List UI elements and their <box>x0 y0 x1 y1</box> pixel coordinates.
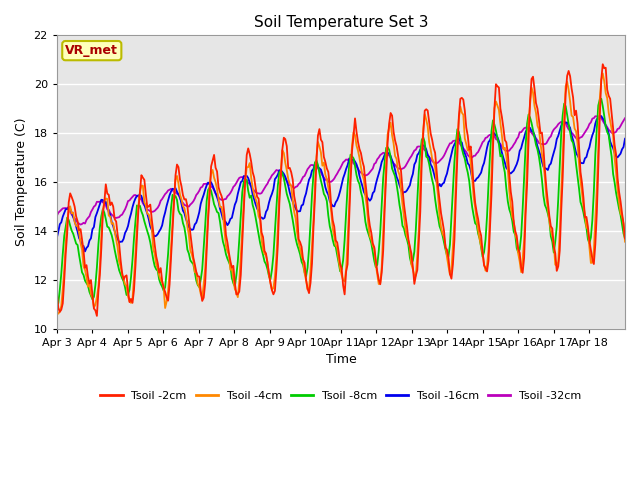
Tsoil -32cm <box>620 118 627 124</box>
Tsoil -32cm <box>92 203 99 208</box>
Tsoil -16cm <box>53 235 61 241</box>
Title: Soil Temperature Set 3: Soil Temperature Set 3 <box>253 15 428 30</box>
Tsoil -4cm <box>621 239 629 245</box>
Tsoil -2cm <box>621 236 629 241</box>
Tsoil -16cm <box>81 249 89 254</box>
Tsoil -2cm <box>599 61 607 67</box>
Tsoil -32cm <box>595 113 602 119</box>
Tsoil -8cm <box>621 236 629 241</box>
Tsoil -8cm <box>72 240 80 246</box>
Line: Tsoil -8cm: Tsoil -8cm <box>57 99 625 306</box>
Tsoil -32cm <box>347 156 355 162</box>
Tsoil -2cm <box>72 214 80 219</box>
Tsoil -4cm <box>620 221 627 227</box>
Tsoil -2cm <box>620 221 627 227</box>
Tsoil -4cm <box>599 71 607 76</box>
X-axis label: Time: Time <box>326 353 356 366</box>
Tsoil -16cm <box>347 156 355 162</box>
Line: Tsoil -2cm: Tsoil -2cm <box>57 64 625 316</box>
Tsoil -16cm <box>620 144 627 150</box>
Tsoil -32cm <box>53 213 61 219</box>
Tsoil -4cm <box>74 224 81 229</box>
Text: VR_met: VR_met <box>65 44 118 57</box>
Tsoil -2cm <box>460 96 467 102</box>
Line: Tsoil -4cm: Tsoil -4cm <box>57 73 625 314</box>
Tsoil -32cm <box>544 138 552 144</box>
Tsoil -16cm <box>596 113 604 119</box>
Tsoil -16cm <box>92 214 99 220</box>
Tsoil -32cm <box>72 217 80 223</box>
Line: Tsoil -32cm: Tsoil -32cm <box>57 116 625 225</box>
Tsoil -2cm <box>90 306 98 312</box>
Tsoil -16cm <box>460 147 467 153</box>
Tsoil -4cm <box>92 302 99 308</box>
Line: Tsoil -16cm: Tsoil -16cm <box>57 116 625 252</box>
Tsoil -2cm <box>544 199 552 204</box>
Legend: Tsoil -2cm, Tsoil -4cm, Tsoil -8cm, Tsoil -16cm, Tsoil -32cm: Tsoil -2cm, Tsoil -4cm, Tsoil -8cm, Tsoi… <box>96 386 586 405</box>
Tsoil -2cm <box>93 313 100 319</box>
Tsoil -2cm <box>53 289 61 295</box>
Tsoil -8cm <box>90 294 98 300</box>
Tsoil -8cm <box>345 164 353 170</box>
Tsoil -8cm <box>543 205 550 211</box>
Tsoil -16cm <box>621 136 629 142</box>
Tsoil -32cm <box>460 145 467 151</box>
Tsoil -4cm <box>544 206 552 212</box>
Tsoil -4cm <box>460 112 467 118</box>
Y-axis label: Soil Temperature (C): Soil Temperature (C) <box>15 118 28 246</box>
Tsoil -4cm <box>53 309 61 315</box>
Tsoil -16cm <box>544 167 552 173</box>
Tsoil -16cm <box>72 224 80 229</box>
Tsoil -32cm <box>621 115 629 121</box>
Tsoil -4cm <box>54 311 62 317</box>
Tsoil -32cm <box>77 222 84 228</box>
Tsoil -2cm <box>347 179 355 185</box>
Tsoil -8cm <box>597 96 605 102</box>
Tsoil -8cm <box>53 303 61 309</box>
Tsoil -8cm <box>618 221 626 227</box>
Tsoil -8cm <box>458 145 466 151</box>
Tsoil -4cm <box>347 164 355 170</box>
